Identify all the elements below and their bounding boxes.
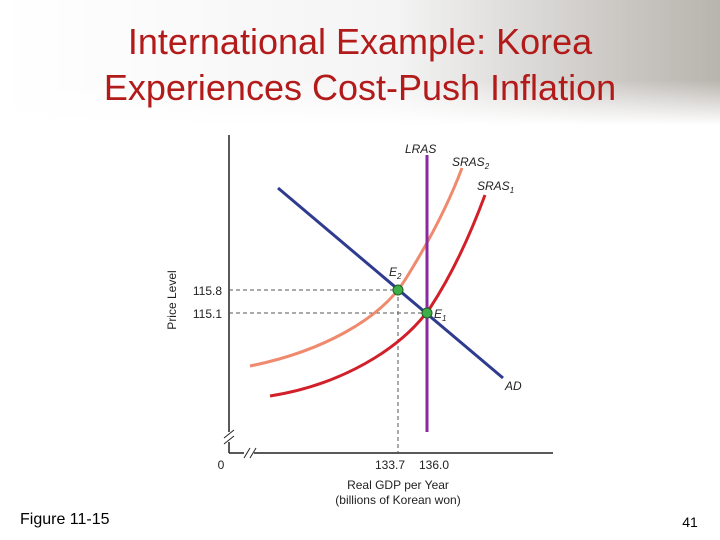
curve-label: SRAS2 [452,155,490,171]
x-axis-label: (billions of Korean won) [335,493,460,507]
title-line: Experiences Cost-Push Inflation [104,67,616,108]
header-fade [0,80,720,125]
sras1-curve [269,194,487,398]
title-line: International Example: Korea [128,21,593,62]
figure-label: Figure 11-15 [20,511,110,528]
axis-break [243,447,251,459]
point-label: E1 [434,307,446,323]
point-label: E2 [389,265,402,281]
label: E [389,265,398,279]
origin-label: 0 [218,458,225,472]
equilibrium-point [421,307,433,319]
axis-break [249,447,257,459]
ad-curve [277,186,504,380]
curve-label: AD [504,379,522,393]
y-tick-label: 115.8 [193,284,222,298]
curve-label: LRAS [405,142,436,156]
x-axis-label: Real GDP per Year [347,478,449,492]
x-tick-label: 136.0 [419,458,449,472]
x-tick-label: 133.7 [375,458,405,472]
equilibrium-point [392,284,404,296]
axis-break [223,435,235,445]
subscript: 1 [510,186,514,195]
y-tick-label: 115.1 [193,307,222,321]
label: E [434,307,443,321]
y-axis-label: Price Level [165,270,179,329]
curve-label: SRAS1 [477,179,514,195]
axis-break [223,429,235,439]
page-number: 41 [682,514,698,530]
sras2-curve [249,167,464,368]
subscript: 1 [442,314,446,323]
label: SRAS [477,179,510,193]
subscript: 2 [396,272,402,281]
subscript: 2 [484,162,490,171]
label: SRAS [452,155,485,169]
